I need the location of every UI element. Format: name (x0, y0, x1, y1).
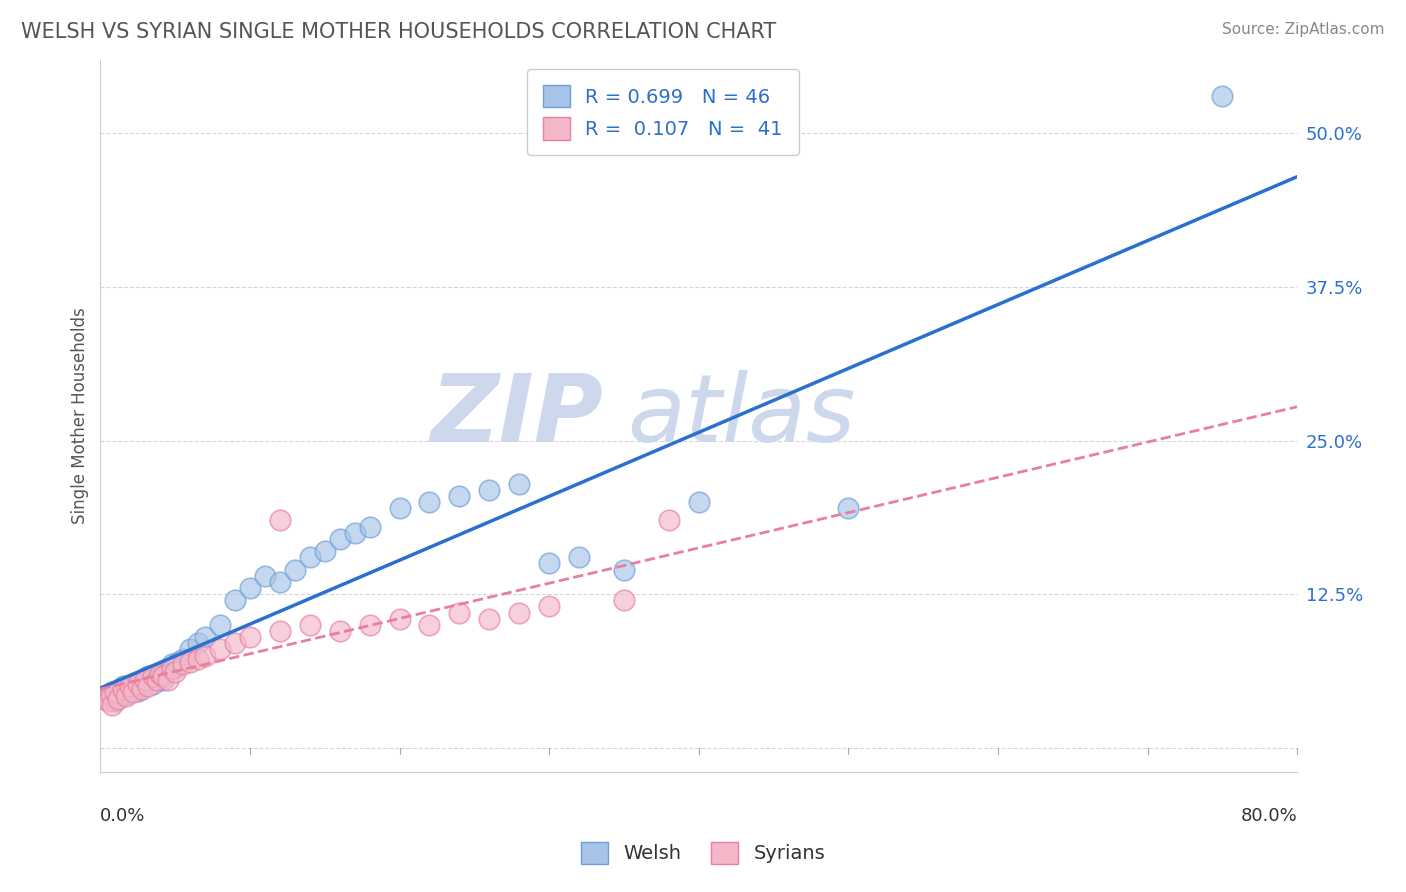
Point (187, 652, 209, 666)
Point (1211, 89, 1233, 103)
Point (146, 667, 169, 681)
Point (388, 501, 411, 516)
Point (478, 612, 501, 626)
Point (114, 689, 136, 703)
Point (239, 581, 262, 595)
Point (508, 606, 530, 620)
Point (224, 636, 246, 650)
Point (688, 495, 710, 509)
Point (359, 618, 381, 632)
Point (187, 636, 209, 650)
Point (224, 593, 246, 607)
Legend: Welsh, Syrians: Welsh, Syrians (567, 828, 839, 878)
Text: WELSH VS SYRIAN SINGLE MOTHER HOUSEHOLDS CORRELATION CHART: WELSH VS SYRIAN SINGLE MOTHER HOUSEHOLDS… (21, 22, 776, 42)
Point (117, 687, 139, 701)
Point (149, 667, 172, 681)
Point (478, 483, 501, 497)
Point (658, 513, 681, 527)
Point (149, 669, 172, 683)
Point (194, 648, 217, 663)
Point (156, 673, 179, 688)
Point (107, 689, 129, 703)
Point (194, 630, 217, 644)
Point (269, 624, 291, 638)
Point (418, 495, 440, 509)
Point (152, 673, 174, 688)
Point (160, 657, 183, 672)
Point (538, 599, 561, 614)
Point (136, 669, 159, 683)
Point (134, 673, 156, 688)
Text: atlas: atlas (627, 370, 855, 461)
Point (359, 519, 381, 533)
Point (107, 691, 129, 706)
Y-axis label: Single Mother Households: Single Mother Households (72, 308, 89, 524)
Point (343, 525, 366, 540)
Point (208, 618, 231, 632)
Point (165, 665, 187, 679)
Point (269, 574, 291, 589)
Point (613, 563, 636, 577)
Point (94, 691, 117, 706)
Point (142, 677, 165, 691)
Point (136, 679, 159, 693)
Point (388, 612, 411, 626)
Point (111, 681, 134, 696)
Point (156, 665, 179, 679)
Legend: R = 0.699   N = 46, R =  0.107   N =  41: R = 0.699 N = 46, R = 0.107 N = 41 (527, 70, 799, 155)
Point (449, 606, 471, 620)
Point (418, 618, 440, 632)
Point (167, 655, 190, 669)
Text: Source: ZipAtlas.com: Source: ZipAtlas.com (1222, 22, 1385, 37)
Point (160, 661, 183, 675)
Text: 0.0%: 0.0% (100, 806, 146, 825)
Point (97, 694, 120, 708)
Text: ZIP: ZIP (430, 370, 603, 462)
Point (101, 698, 124, 712)
Point (127, 684, 149, 698)
Point (298, 618, 321, 632)
Point (239, 630, 262, 644)
Point (146, 673, 169, 688)
Point (253, 568, 276, 582)
Point (508, 476, 530, 491)
Point (538, 557, 561, 571)
Point (172, 657, 194, 672)
Point (314, 544, 336, 558)
Point (172, 652, 194, 666)
Point (329, 624, 352, 638)
Point (298, 550, 321, 565)
Point (449, 489, 471, 503)
Point (329, 532, 352, 546)
Point (131, 681, 153, 696)
Text: 80.0%: 80.0% (1240, 806, 1298, 825)
Point (100, 689, 122, 703)
Point (613, 593, 636, 607)
Point (142, 669, 165, 683)
Point (104, 685, 127, 699)
Point (208, 642, 231, 657)
Point (179, 642, 201, 657)
Point (134, 673, 156, 688)
Point (165, 661, 187, 675)
Point (269, 513, 291, 527)
Point (122, 677, 145, 691)
Point (152, 669, 174, 683)
Point (97, 691, 120, 706)
Point (101, 685, 124, 699)
Point (104, 694, 127, 708)
Point (122, 685, 145, 699)
Point (120, 679, 142, 693)
Point (131, 679, 153, 693)
Point (120, 681, 142, 696)
Point (127, 677, 149, 691)
Point (111, 679, 134, 693)
Point (179, 655, 201, 669)
Point (837, 501, 859, 516)
Point (284, 563, 307, 577)
Point (568, 550, 591, 565)
